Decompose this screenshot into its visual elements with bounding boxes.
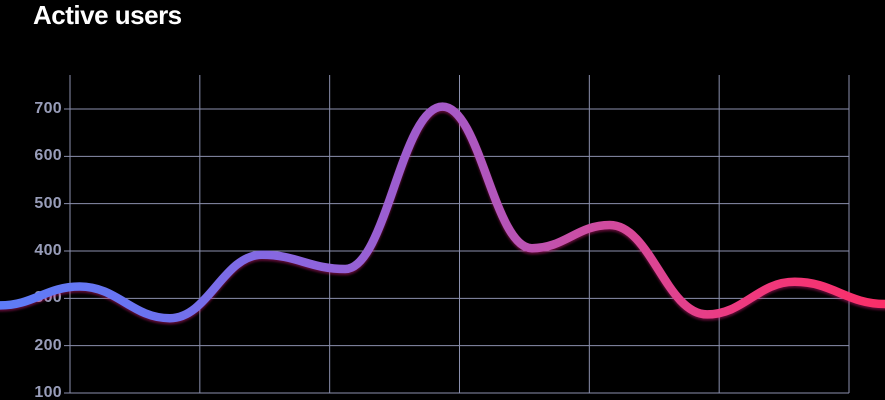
- y-axis-tick-label: 500: [34, 195, 62, 212]
- y-axis-tick-label: 700: [34, 100, 62, 117]
- chart-title: Active users: [33, 0, 182, 30]
- y-axis-tick-label: 100: [34, 384, 62, 400]
- y-axis-tick-label: 600: [34, 147, 62, 164]
- y-axis-tick-label: 200: [34, 337, 62, 354]
- grid-lines: [64, 75, 850, 394]
- active-users-line: [0, 102, 885, 323]
- y-axis-tick-label: 400: [34, 242, 62, 259]
